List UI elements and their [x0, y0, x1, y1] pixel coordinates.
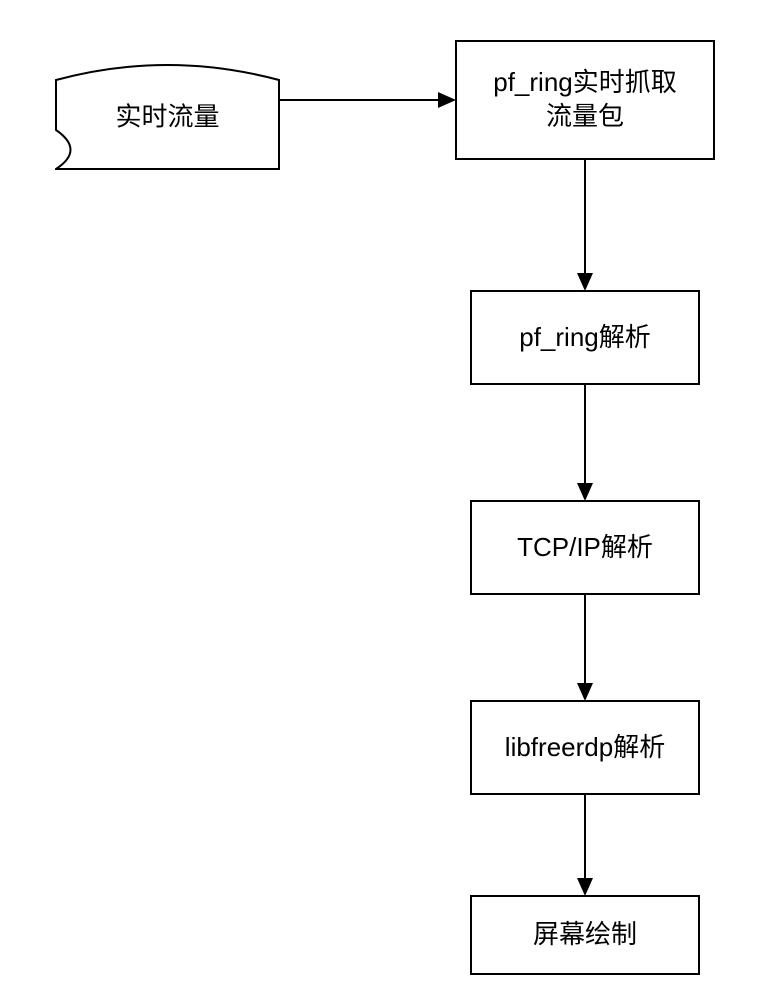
- source-label: 实时流量: [55, 97, 280, 134]
- source-node: 实时流量: [55, 60, 280, 170]
- capture-label: pf_ring实时抓取 流量包: [493, 66, 677, 134]
- parse-libfreerdp-label: libfreerdp解析: [505, 731, 665, 765]
- parse-tcpip-node: TCP/IP解析: [470, 500, 700, 595]
- render-label: 屏幕绘制: [533, 918, 637, 952]
- render-node: 屏幕绘制: [470, 895, 700, 975]
- parse-pfring-node: pf_ring解析: [470, 290, 700, 385]
- parse-tcpip-label: TCP/IP解析: [517, 531, 653, 565]
- parse-libfreerdp-node: libfreerdp解析: [470, 700, 700, 795]
- parse-pfring-label: pf_ring解析: [519, 321, 651, 355]
- capture-node: pf_ring实时抓取 流量包: [455, 40, 715, 160]
